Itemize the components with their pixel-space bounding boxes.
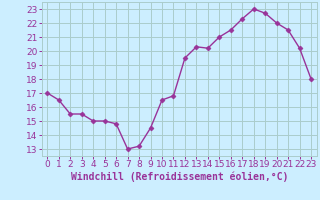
X-axis label: Windchill (Refroidissement éolien,°C): Windchill (Refroidissement éolien,°C) bbox=[70, 172, 288, 182]
